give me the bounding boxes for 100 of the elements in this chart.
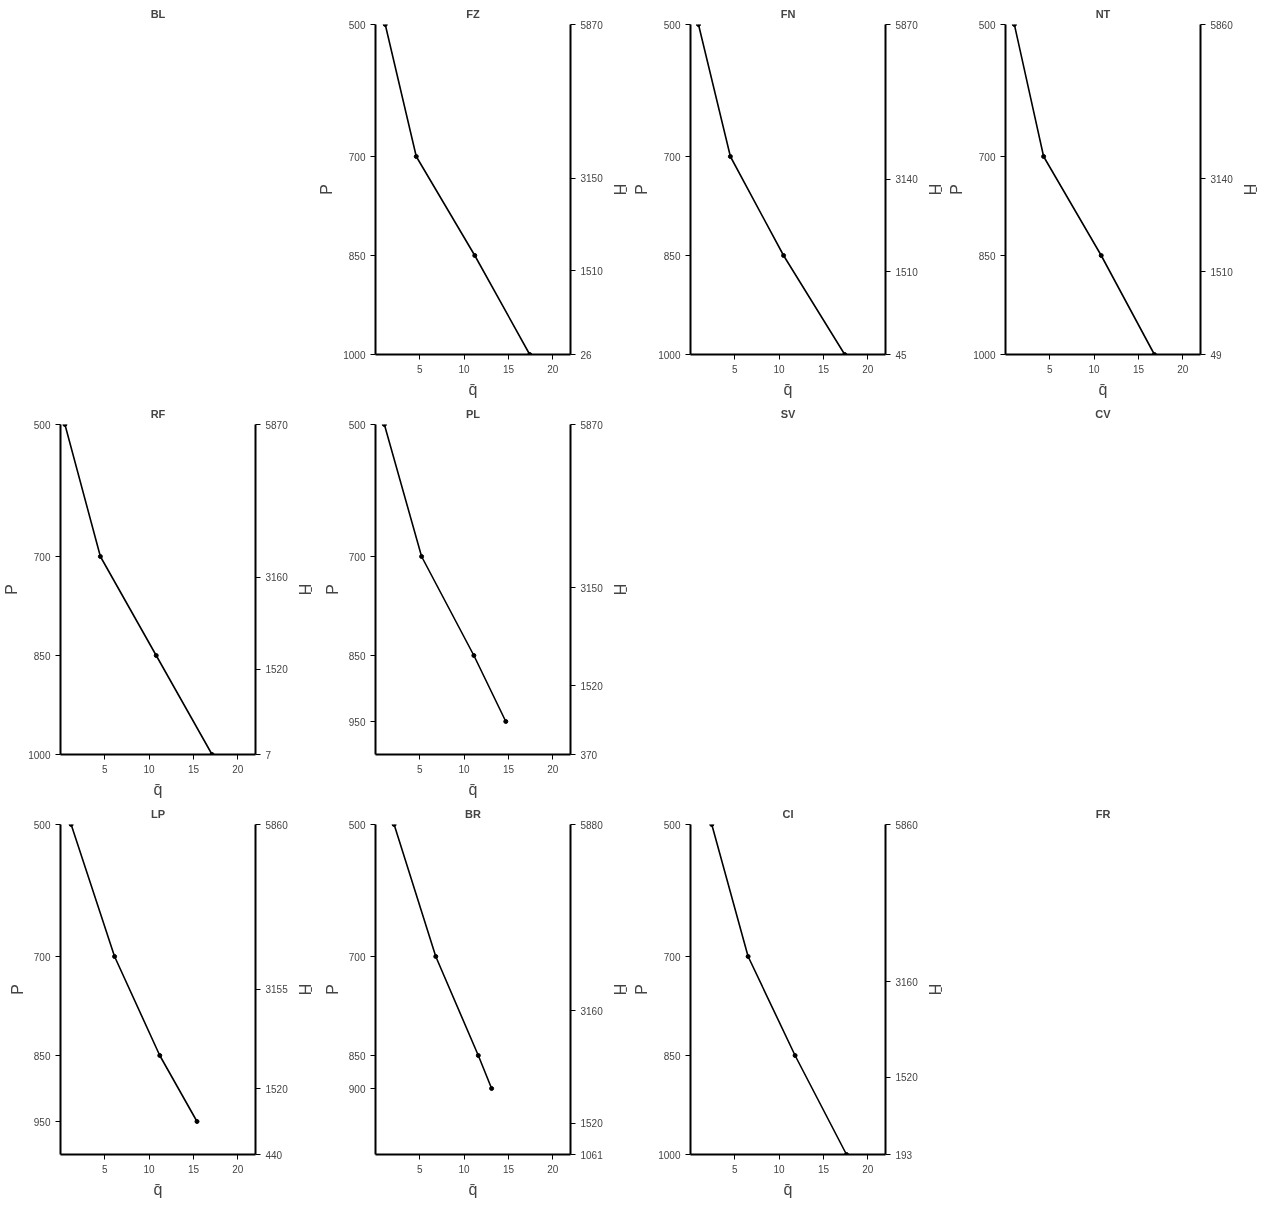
y2-tick-label: 440 xyxy=(265,1149,283,1161)
chart-title: RF xyxy=(150,407,166,420)
y2-tick-label: 5860 xyxy=(265,819,289,831)
x-tick-label: 10 xyxy=(458,363,471,375)
y-tick-label: 850 xyxy=(33,650,51,662)
y2-tick-label: 5860 xyxy=(895,819,919,831)
y2-tick-label: 3140 xyxy=(1210,173,1234,185)
y-tick-label: 700 xyxy=(348,951,366,963)
x-tick-label: 20 xyxy=(232,1163,244,1175)
x-tick-label: 20 xyxy=(862,363,874,375)
x-tick-label: 5 xyxy=(1047,363,1054,375)
y-tick-label: 950 xyxy=(33,1116,51,1128)
y-tick-label: 850 xyxy=(663,1050,681,1062)
y-axis-title: P xyxy=(3,584,21,595)
y2-tick-label: 370 xyxy=(580,749,598,761)
x-tick-label: 15 xyxy=(817,1163,830,1175)
x-tick-label: 10 xyxy=(143,763,156,775)
y-tick-label: 700 xyxy=(348,151,366,163)
y2-tick-label: 5870 xyxy=(580,419,604,431)
y-tick-label: 1000 xyxy=(658,349,681,361)
y2-tick-label: 1520 xyxy=(580,680,604,692)
y-axis-title: P xyxy=(633,184,651,195)
x-tick-label: 10 xyxy=(773,1163,786,1175)
y-axis-title: P xyxy=(323,584,341,595)
y2-axis-title: H̄ xyxy=(610,583,628,596)
x-tick-label: 5 xyxy=(102,763,109,775)
x-tick-label: 10 xyxy=(143,1163,156,1175)
chart-title: BR xyxy=(465,807,481,820)
x-tick-label: 20 xyxy=(862,1163,874,1175)
x-axis-title: q̄ xyxy=(468,780,478,798)
y-axis-title: P xyxy=(633,984,651,995)
y2-axis-title: H̄ xyxy=(610,983,628,996)
y2-tick-label: 1520 xyxy=(580,1118,604,1130)
x-tick-label: 15 xyxy=(187,1163,200,1175)
chart-title: LP xyxy=(150,807,166,820)
y-tick-label: 500 xyxy=(348,819,366,831)
y2-tick-label: 49 xyxy=(1210,349,1223,361)
x-tick-label: 20 xyxy=(547,363,559,375)
x-axis-title: q̄ xyxy=(783,1180,793,1198)
x-tick-label: 20 xyxy=(547,1163,559,1175)
y-axis-title: P xyxy=(8,984,26,995)
y2-tick-label: 3160 xyxy=(895,976,919,988)
x-tick-label: 5 xyxy=(417,363,424,375)
y-tick-label: 1000 xyxy=(973,349,996,361)
y-tick-label: 1000 xyxy=(658,1149,681,1161)
y-tick-label: 1000 xyxy=(343,349,366,361)
x-tick-label: 15 xyxy=(817,363,830,375)
y-axis-title: P xyxy=(948,184,966,195)
y-tick-label: 500 xyxy=(33,819,51,831)
y-tick-label: 1000 xyxy=(28,749,51,761)
x-tick-label: 5 xyxy=(102,1163,109,1175)
text: FR xyxy=(1095,807,1111,820)
x-axis-title: q̄ xyxy=(468,1180,478,1198)
x-tick-label: 10 xyxy=(1088,363,1101,375)
y-axis-title: P xyxy=(323,984,341,995)
y2-tick-label: 3150 xyxy=(580,173,604,185)
y-tick-label: 700 xyxy=(663,151,681,163)
y2-tick-label: 3160 xyxy=(580,1005,604,1017)
x-axis-title: q̄ xyxy=(783,380,793,398)
y2-tick-label: 1520 xyxy=(895,1072,919,1084)
y2-axis-title: H̄ xyxy=(925,983,943,996)
y-tick-label: 850 xyxy=(33,1050,51,1062)
x-axis-title: q̄ xyxy=(468,380,478,398)
y2-tick-label: 1510 xyxy=(895,266,919,278)
y2-tick-label: 1520 xyxy=(265,1083,289,1095)
x-tick-label: 5 xyxy=(417,763,424,775)
text: CV xyxy=(1095,407,1112,420)
x-tick-label: 10 xyxy=(773,363,786,375)
y-tick-label: 950 xyxy=(348,716,366,728)
x-tick-label: 15 xyxy=(502,363,515,375)
x-tick-label: 5 xyxy=(417,1163,424,1175)
y2-tick-label: 7 xyxy=(265,749,272,761)
y-tick-label: 850 xyxy=(348,1050,366,1062)
chart-title: NT xyxy=(1095,7,1111,20)
y2-tick-label: 1510 xyxy=(580,265,604,277)
x-tick-label: 15 xyxy=(502,1163,515,1175)
y-tick-label: 700 xyxy=(33,951,51,963)
y2-tick-label: 5870 xyxy=(895,19,919,31)
y2-axis-title: H̄ xyxy=(925,183,943,196)
y2-tick-label: 5860 xyxy=(1210,19,1234,31)
x-tick-label: 20 xyxy=(1177,363,1189,375)
y2-axis-title: H̄ xyxy=(610,183,628,196)
text: BL xyxy=(150,7,166,20)
y2-tick-label: 3150 xyxy=(580,582,604,594)
chart-title: FZ xyxy=(466,7,480,20)
y-tick-label: 500 xyxy=(663,19,681,31)
y-axis-title: P xyxy=(318,184,336,195)
x-tick-label: 5 xyxy=(732,1163,739,1175)
x-axis-title: q̄ xyxy=(153,1180,163,1198)
y-tick-label: 850 xyxy=(348,250,366,262)
y2-tick-label: 26 xyxy=(580,349,593,361)
y-tick-label: 700 xyxy=(348,551,366,563)
x-tick-label: 10 xyxy=(458,1163,471,1175)
y-tick-label: 850 xyxy=(663,250,681,262)
y2-tick-label: 5870 xyxy=(265,419,289,431)
y-tick-label: 850 xyxy=(348,650,366,662)
x-tick-label: 10 xyxy=(458,763,471,775)
y-tick-label: 500 xyxy=(663,819,681,831)
y2-tick-label: 45 xyxy=(895,349,908,361)
y2-tick-label: 3160 xyxy=(265,572,289,584)
